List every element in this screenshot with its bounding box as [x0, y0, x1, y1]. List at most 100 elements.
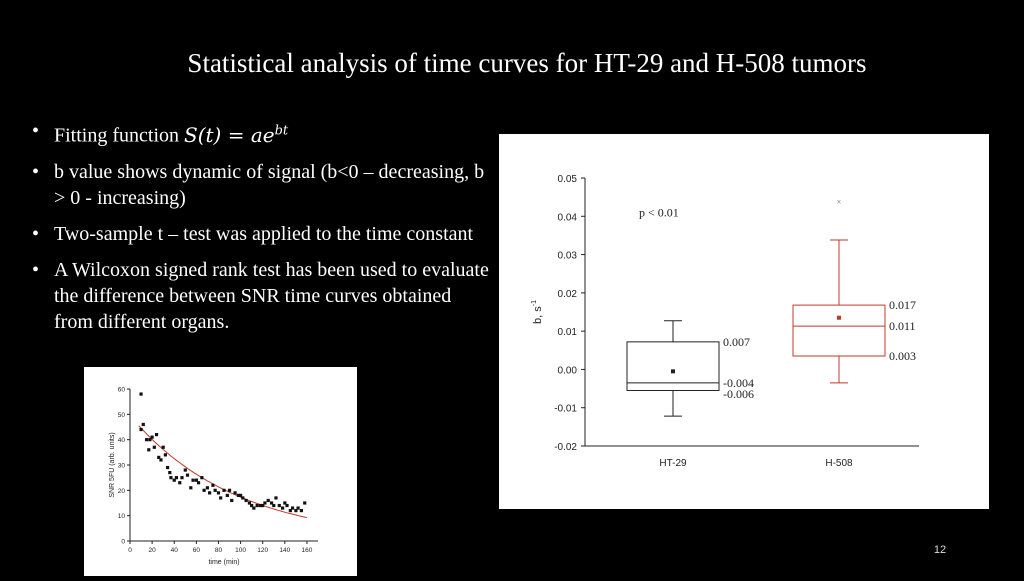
slide-number: 12: [933, 544, 947, 556]
bullet-wilcoxon: A Wilcoxon signed rank test has been use…: [30, 257, 490, 335]
data-point: [147, 448, 151, 452]
y-tick-label: 0: [121, 539, 125, 546]
outlier-marker: ×: [837, 198, 842, 207]
data-point: [288, 509, 292, 513]
formula-exponent: bt: [274, 123, 289, 138]
y-tick-label: -0.01: [554, 404, 577, 415]
q1-label: 0.003: [889, 349, 916, 363]
data-point: [152, 445, 156, 449]
data-point: [154, 433, 159, 437]
data-point: [283, 501, 287, 505]
data-point: [183, 468, 187, 472]
data-point: [219, 496, 223, 500]
slide-title: Statistical analysis of time curves for …: [187, 48, 867, 78]
data-point: [252, 506, 256, 510]
data-point: [236, 493, 240, 497]
data-point: [169, 476, 173, 480]
median-label: -0.004: [723, 376, 754, 390]
median-label: 0.011: [889, 319, 916, 333]
x-tick-label: 140: [279, 547, 290, 554]
data-point: [189, 486, 193, 490]
data-point: [191, 478, 195, 482]
x-tick-label: 20: [149, 547, 157, 554]
box-HT-29: [626, 341, 720, 391]
data-point: [150, 435, 154, 439]
bullet-fitting-function: Fitting function S(t) = aebt: [30, 118, 490, 149]
data-point: [263, 501, 267, 505]
data-point: [247, 501, 252, 505]
data-point: [299, 509, 304, 513]
data-point: [208, 491, 212, 495]
y-tick-label: 0.00: [558, 365, 578, 376]
data-point: [285, 503, 289, 508]
y-tick-label: 10: [118, 513, 126, 520]
data-point: [157, 455, 161, 459]
box-plot-panel: -0.02 -0.01 0.00 0.01 0.02 0.03 0.04 0.05 b, s-1…: [499, 134, 989, 509]
data-point: [272, 503, 276, 508]
y-tick-label: 60: [118, 387, 126, 394]
y-tick-label: 30: [118, 463, 126, 470]
data-point: [196, 481, 201, 485]
bullet-b-value: b value shows dynamic of signal (b<0 – d…: [30, 159, 490, 211]
data-point: [244, 498, 248, 503]
bullet-list: Fitting function S(t) = aebt b value sho…: [30, 118, 490, 345]
x-axis-label: time (min): [208, 559, 239, 566]
x-tick-label: HT-29: [659, 458, 687, 469]
x-tick-label: 40: [171, 547, 179, 554]
data-point: [180, 476, 184, 480]
data-point: [255, 503, 259, 508]
bullet-t-test: Two-sample t – test was applied to the t…: [30, 221, 490, 247]
y-tick-label: 40: [118, 437, 126, 444]
p-value-annotation: p < 0.01: [639, 205, 679, 219]
data-point: [241, 496, 245, 500]
data-point: [168, 471, 172, 475]
data-point: [303, 501, 307, 505]
data-point: [225, 493, 229, 497]
data-point: [238, 493, 243, 497]
data-point: [274, 496, 278, 500]
data-point: [222, 488, 226, 492]
data-point: [258, 503, 263, 508]
data-point: [233, 491, 237, 495]
q3-label: 0.007: [723, 335, 750, 349]
mean-marker: [837, 315, 841, 320]
data-point: [200, 476, 204, 480]
scatter-plot-chart: 0 20 40 60 80 100 120 140 160 0 10 20 30 40 50 60 time (…: [109, 387, 318, 566]
data-point: [194, 478, 198, 482]
data-point: [294, 509, 298, 513]
data-point: [139, 427, 143, 432]
y-axis-label: SNR 5FU (arb. units): [109, 432, 116, 497]
data-point: [230, 498, 234, 503]
data-point: [163, 453, 167, 457]
box-plot-chart: -0.02 -0.01 0.00 0.01 0.02 0.03 0.04 0.05 b, s-1…: [531, 174, 919, 469]
x-tick-label: 120: [257, 547, 268, 554]
data-point: [281, 506, 285, 510]
data-point: [178, 481, 182, 485]
mean-marker: [671, 369, 675, 374]
data-point: [161, 445, 165, 449]
data-point: [290, 506, 295, 510]
data-point: [213, 488, 217, 492]
scatter-plot-panel: 0 20 40 60 80 100 120 140 160 0 10 20 30 40 50 60 time (…: [84, 367, 357, 576]
data-point: [261, 503, 265, 508]
formula-base: S(t) = ae: [184, 122, 275, 147]
data-point: [148, 438, 152, 442]
x-tick-label: 80: [215, 547, 223, 554]
fitting-formula: S(t) = aebt: [184, 123, 288, 147]
data-point: [211, 483, 215, 487]
data-point: [202, 488, 206, 492]
y-tick-label: 50: [118, 412, 126, 419]
x-tick-label: 0: [128, 547, 132, 554]
data-point: [296, 506, 300, 510]
y-tick-label: -0.02: [554, 442, 577, 453]
data-point: [174, 476, 179, 480]
y-tick-label: 0.02: [558, 289, 578, 300]
bullet-text: Fitting function: [54, 124, 184, 147]
data-point: [166, 465, 170, 470]
data-point: [159, 458, 163, 462]
x-tick-label: 160: [302, 547, 313, 554]
box-H-508: [792, 304, 886, 357]
y-tick-label: 20: [118, 488, 126, 495]
y-tick-label: 0.03: [558, 251, 578, 262]
data-point: [227, 488, 232, 492]
